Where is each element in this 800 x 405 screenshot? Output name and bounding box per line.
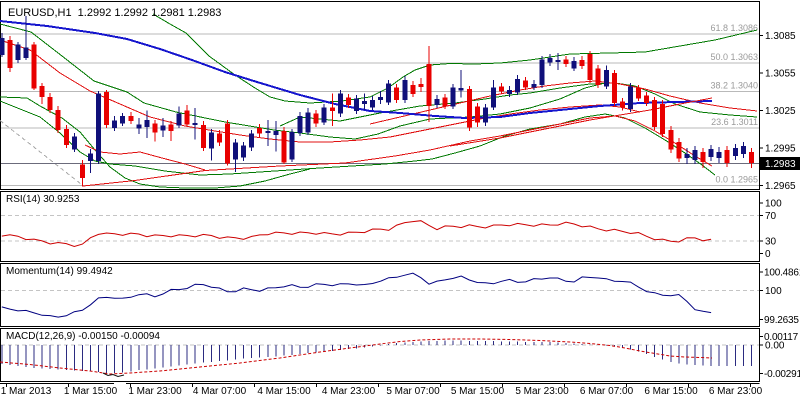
svg-text:4 Mar 23:00: 4 Mar 23:00 — [322, 386, 376, 397]
svg-text:4 Mar 15:00: 4 Mar 15:00 — [257, 386, 311, 397]
svg-text:MACD(12,26,9) -0.00150 -0.0009: MACD(12,26,9) -0.00150 -0.00094 — [6, 331, 160, 342]
svg-text:6 Mar 07:00: 6 Mar 07:00 — [580, 386, 634, 397]
svg-text:1.3085: 1.3085 — [765, 31, 796, 42]
svg-text:50.0 1.3063: 50.0 1.3063 — [710, 52, 758, 62]
svg-text:Momentum(14) 99.4942: Momentum(14) 99.4942 — [6, 266, 113, 277]
svg-text:100: 100 — [765, 199, 782, 210]
svg-text:23.6 1.3011: 23.6 1.3011 — [711, 117, 758, 127]
svg-text:0.0 1.2965: 0.0 1.2965 — [715, 175, 758, 185]
svg-text:EURUSD,H1 1.2992 1.2992 1.298: EURUSD,H1 1.2992 1.2992 1.2981 1.2983 — [8, 7, 221, 19]
svg-text:0: 0 — [765, 249, 771, 260]
svg-text:1.2983: 1.2983 — [765, 159, 796, 170]
svg-text:1.2995: 1.2995 — [765, 144, 796, 155]
svg-text:1 Mar 2013: 1 Mar 2013 — [1, 386, 52, 397]
svg-text:70: 70 — [765, 211, 777, 222]
svg-text:100: 100 — [765, 286, 782, 297]
svg-text:38.2 1.3040: 38.2 1.3040 — [710, 81, 758, 91]
svg-text:5 Mar 15:00: 5 Mar 15:00 — [451, 386, 505, 397]
svg-text:5 Mar 23:00: 5 Mar 23:00 — [515, 386, 569, 397]
svg-text:RSI(14) 30.9253: RSI(14) 30.9253 — [6, 194, 80, 205]
svg-text:0.00: 0.00 — [765, 341, 785, 352]
svg-text:99.2635: 99.2635 — [764, 315, 799, 326]
svg-text:0.00117: 0.00117 — [764, 332, 799, 343]
svg-text:1.3055: 1.3055 — [765, 69, 796, 80]
svg-text:5 Mar 07:00: 5 Mar 07:00 — [386, 386, 440, 397]
svg-text:1.2965: 1.2965 — [765, 181, 796, 192]
svg-text:1 Mar 23:00: 1 Mar 23:00 — [128, 386, 182, 397]
svg-text:30: 30 — [765, 237, 777, 248]
svg-text:4 Mar 07:00: 4 Mar 07:00 — [193, 386, 247, 397]
svg-text:1 Mar 15:00: 1 Mar 15:00 — [64, 386, 118, 397]
svg-text:-0.00291: -0.00291 — [764, 369, 800, 380]
svg-text:1.3025: 1.3025 — [765, 106, 796, 117]
svg-text:6 Mar 23:00: 6 Mar 23:00 — [709, 386, 763, 397]
svg-text:61.8 1.3086: 61.8 1.3086 — [710, 23, 758, 33]
svg-text:6 Mar 15:00: 6 Mar 15:00 — [644, 386, 698, 397]
